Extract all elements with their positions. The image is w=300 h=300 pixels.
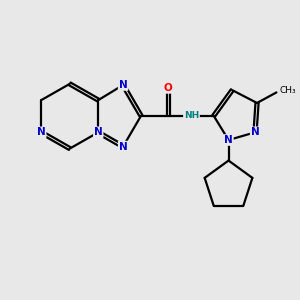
Text: CH₃: CH₃ — [280, 86, 296, 95]
Text: N: N — [119, 80, 128, 90]
Text: N: N — [37, 127, 46, 137]
Text: O: O — [164, 83, 172, 93]
Text: N: N — [119, 142, 128, 152]
Text: N: N — [94, 127, 103, 137]
Text: NH: NH — [184, 111, 199, 120]
Text: N: N — [224, 135, 233, 145]
Text: N: N — [251, 127, 260, 137]
